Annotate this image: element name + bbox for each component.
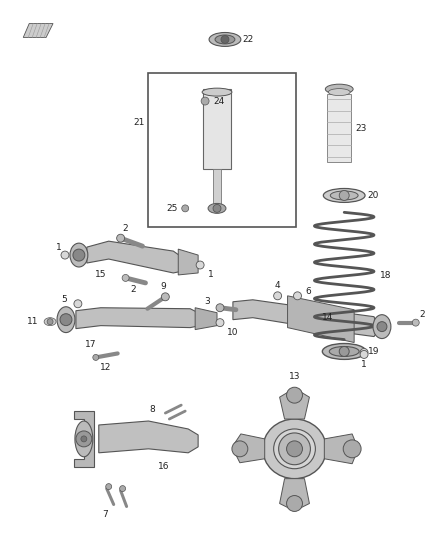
Circle shape xyxy=(213,204,221,212)
Circle shape xyxy=(377,321,387,332)
Text: 8: 8 xyxy=(150,405,155,414)
Text: 21: 21 xyxy=(133,118,145,127)
Ellipse shape xyxy=(325,84,353,94)
Circle shape xyxy=(161,293,170,301)
Circle shape xyxy=(360,351,368,358)
Ellipse shape xyxy=(202,88,232,96)
Circle shape xyxy=(339,190,349,200)
Circle shape xyxy=(339,346,349,357)
Ellipse shape xyxy=(322,343,366,359)
Text: 23: 23 xyxy=(355,124,367,133)
Bar xyxy=(203,89,231,168)
Polygon shape xyxy=(288,296,354,343)
Circle shape xyxy=(343,440,361,458)
Ellipse shape xyxy=(70,243,88,267)
Circle shape xyxy=(182,205,189,212)
Bar xyxy=(148,73,296,227)
Ellipse shape xyxy=(44,318,56,326)
Polygon shape xyxy=(279,391,309,419)
Circle shape xyxy=(274,292,282,300)
Text: 1: 1 xyxy=(208,270,214,279)
Text: 9: 9 xyxy=(160,282,166,292)
Text: 19: 19 xyxy=(368,347,380,356)
Circle shape xyxy=(61,251,69,259)
Circle shape xyxy=(117,234,124,242)
Ellipse shape xyxy=(208,204,226,213)
Polygon shape xyxy=(74,411,94,467)
Text: 3: 3 xyxy=(204,297,210,306)
Text: 10: 10 xyxy=(227,328,238,337)
Circle shape xyxy=(279,433,311,465)
Polygon shape xyxy=(87,241,183,273)
Text: 18: 18 xyxy=(380,271,392,280)
Text: 2: 2 xyxy=(131,285,136,294)
Polygon shape xyxy=(233,300,379,336)
Circle shape xyxy=(232,441,248,457)
Circle shape xyxy=(201,97,209,105)
Ellipse shape xyxy=(57,307,75,333)
Text: 1: 1 xyxy=(56,243,62,252)
Text: 20: 20 xyxy=(367,191,378,200)
Circle shape xyxy=(106,483,112,490)
Bar xyxy=(327,94,351,161)
Circle shape xyxy=(286,387,303,403)
Circle shape xyxy=(120,486,126,491)
Text: 13: 13 xyxy=(289,372,300,381)
Ellipse shape xyxy=(323,189,365,203)
Circle shape xyxy=(216,304,224,312)
Ellipse shape xyxy=(263,419,326,479)
Bar xyxy=(213,168,221,208)
Polygon shape xyxy=(324,434,356,464)
Circle shape xyxy=(93,354,99,360)
Text: 4: 4 xyxy=(275,281,280,290)
Circle shape xyxy=(286,441,303,457)
Circle shape xyxy=(47,319,53,325)
Text: 24: 24 xyxy=(213,96,224,106)
Ellipse shape xyxy=(209,33,241,46)
Circle shape xyxy=(60,314,72,326)
Circle shape xyxy=(122,274,129,281)
Ellipse shape xyxy=(274,429,315,469)
Text: 2: 2 xyxy=(123,224,128,233)
Circle shape xyxy=(216,319,224,327)
Text: 25: 25 xyxy=(166,204,177,213)
Text: 1: 1 xyxy=(361,360,367,369)
Ellipse shape xyxy=(373,314,391,338)
Circle shape xyxy=(196,261,204,269)
Text: 22: 22 xyxy=(243,35,254,44)
Ellipse shape xyxy=(329,346,359,357)
Polygon shape xyxy=(195,308,217,329)
Text: 16: 16 xyxy=(158,462,169,471)
Circle shape xyxy=(360,349,368,357)
Text: 5: 5 xyxy=(61,295,67,304)
Polygon shape xyxy=(23,23,53,37)
Circle shape xyxy=(81,436,87,442)
Polygon shape xyxy=(99,421,198,453)
Circle shape xyxy=(293,292,301,300)
Text: 7: 7 xyxy=(102,510,108,519)
Text: 12: 12 xyxy=(100,363,111,372)
Text: 17: 17 xyxy=(85,340,96,349)
Ellipse shape xyxy=(75,421,93,457)
Circle shape xyxy=(73,249,85,261)
Circle shape xyxy=(286,496,303,512)
Ellipse shape xyxy=(328,88,350,95)
Text: 11: 11 xyxy=(27,317,38,326)
Circle shape xyxy=(76,431,92,447)
Text: 15: 15 xyxy=(95,270,106,279)
Ellipse shape xyxy=(330,191,358,200)
Circle shape xyxy=(412,319,419,326)
Text: 14: 14 xyxy=(321,313,333,322)
Polygon shape xyxy=(279,479,309,508)
Circle shape xyxy=(74,300,82,308)
Polygon shape xyxy=(178,249,198,275)
Polygon shape xyxy=(76,308,200,329)
Polygon shape xyxy=(235,434,265,463)
Text: 6: 6 xyxy=(305,287,311,296)
Ellipse shape xyxy=(215,35,235,44)
Text: 2: 2 xyxy=(420,310,425,319)
Circle shape xyxy=(221,36,229,43)
